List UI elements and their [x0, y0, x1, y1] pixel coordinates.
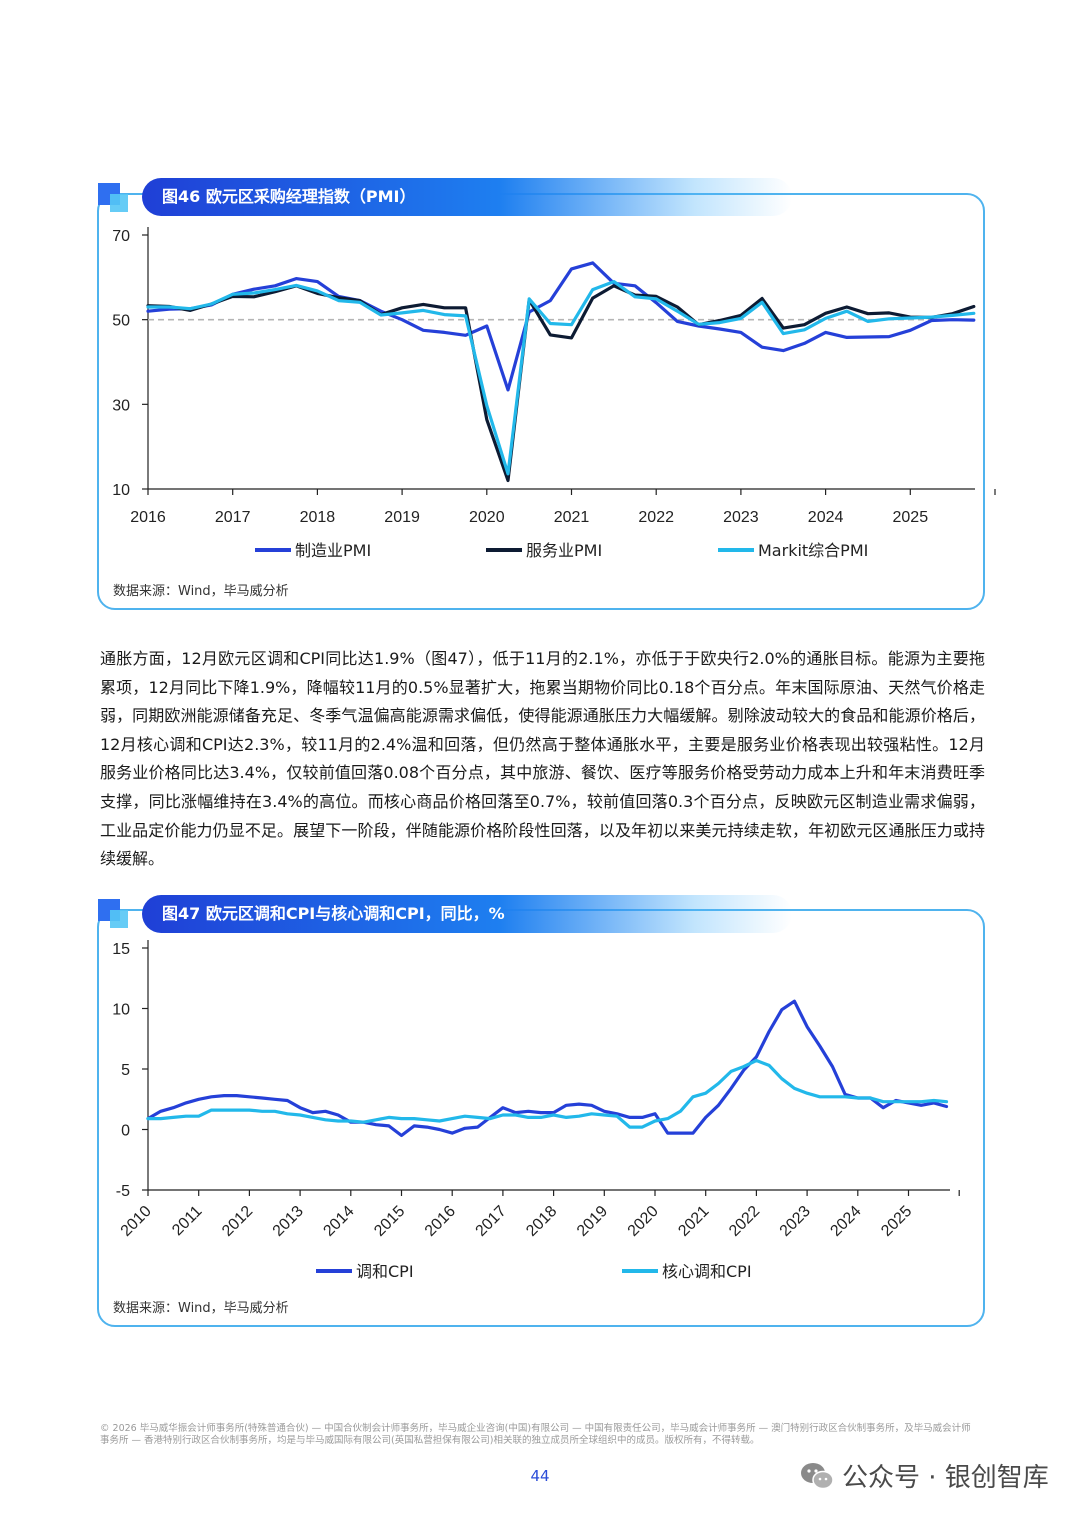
legend-label: 核心调和CPI [662, 1262, 752, 1281]
x-tick-label: 2016 [130, 509, 166, 526]
y-tick-label: 50 [112, 313, 130, 330]
y-tick-label: 0 [121, 1123, 130, 1140]
x-tick-label: 2021 [554, 509, 590, 526]
figure47-title: 图47 欧元区调和CPI与核心调和CPI，同比，% [142, 895, 792, 933]
series-line-1 [146, 261, 976, 392]
y-tick-label: 15 [112, 941, 130, 958]
y-tick-label: 30 [112, 397, 130, 414]
legend-label: 制造业PMI [295, 541, 371, 560]
series-line-1 [146, 999, 949, 1138]
x-tick-label: 2018 [523, 1203, 560, 1240]
legend-label: Markit综合PMI [758, 541, 868, 560]
figure47-source: 数据来源：Wind，毕马威分析 [113, 1301, 289, 1316]
watermark-text: 公众号 · 银创智库 [842, 1463, 1049, 1493]
figure47-cpi-chart: -5 0 5 10 15 2010 2011 2012 2013 2014 2015 2016 2017… [112, 940, 960, 1281]
x-tick-label: 2016 [422, 1203, 459, 1240]
body-paragraph: 通胀方面，12月欧元区调和CPI同比达1.9%（图47），低于11月的2.1%，… [100, 649, 985, 869]
x-tick-label: 2011 [169, 1203, 205, 1239]
x-tick-label: 2010 [118, 1203, 155, 1240]
legend-label: 服务业PMI [526, 541, 602, 560]
x-tick-label: 2023 [723, 509, 759, 526]
legend-label: 调和CPI [356, 1262, 414, 1281]
figure46-source: 数据来源：Wind，毕马威分析 [113, 584, 289, 599]
x-tick-label: 2025 [878, 1203, 915, 1240]
x-tick-label: 2014 [320, 1203, 357, 1240]
x-tick-label: 2025 [893, 509, 929, 526]
y-tick-label: 10 [112, 482, 130, 499]
x-tick-label: 2022 [726, 1203, 763, 1240]
x-tick-label: 2015 [371, 1203, 408, 1240]
watermark: 公众号 · 银创智库 [800, 1457, 1049, 1494]
figure46-pmi-chart: 10 30 50 70 2016 2017 2018 2019 2020 2021 2022 2023… [112, 227, 996, 560]
wechat-icon [801, 1462, 834, 1489]
x-tick-label: 2021 [675, 1203, 712, 1240]
figure46-panel [97, 193, 985, 610]
series-line-3 [146, 280, 976, 476]
x-tick-label: 2023 [777, 1203, 814, 1240]
copyright-footer: © 2026 毕马威华振会计师事务所(特殊普通合伙) — 中国合伙制会计师事务所… [100, 1423, 971, 1446]
x-tick-label: 2013 [270, 1203, 307, 1240]
series-line-2 [146, 1058, 949, 1129]
x-tick-label: 2024 [808, 509, 844, 526]
x-tick-label: 2017 [215, 509, 251, 526]
x-tick-label: 2024 [827, 1203, 864, 1240]
page-number: 44 [530, 1467, 550, 1485]
x-tick-label: 2017 [473, 1203, 510, 1240]
x-tick-label: 2020 [625, 1203, 662, 1240]
y-tick-label: -5 [116, 1183, 130, 1200]
x-tick-label: 2012 [219, 1203, 256, 1240]
x-tick-label: 2022 [638, 509, 674, 526]
y-tick-label: 70 [112, 228, 130, 245]
x-tick-label: 2020 [469, 509, 505, 526]
x-tick-label: 2018 [300, 509, 336, 526]
x-tick-label: 2019 [384, 509, 420, 526]
decor-square-icon [110, 910, 128, 928]
figure46-title: 图46 欧元区采购经理指数（PMI） [142, 178, 792, 216]
y-tick-label: 10 [112, 1002, 130, 1019]
y-tick-label: 5 [121, 1062, 130, 1079]
decor-square-icon [110, 194, 128, 212]
x-tick-label: 2019 [574, 1203, 611, 1240]
